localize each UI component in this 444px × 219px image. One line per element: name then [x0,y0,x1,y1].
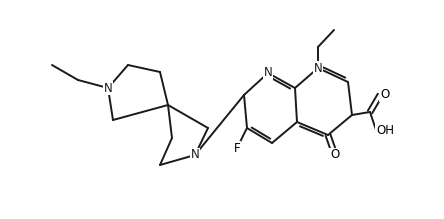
Text: OH: OH [376,124,394,136]
Text: F: F [234,141,240,154]
Text: N: N [103,81,112,95]
Text: N: N [190,148,199,161]
Text: N: N [264,67,272,79]
Text: N: N [313,62,322,74]
Text: O: O [330,148,340,161]
Text: O: O [380,88,389,101]
